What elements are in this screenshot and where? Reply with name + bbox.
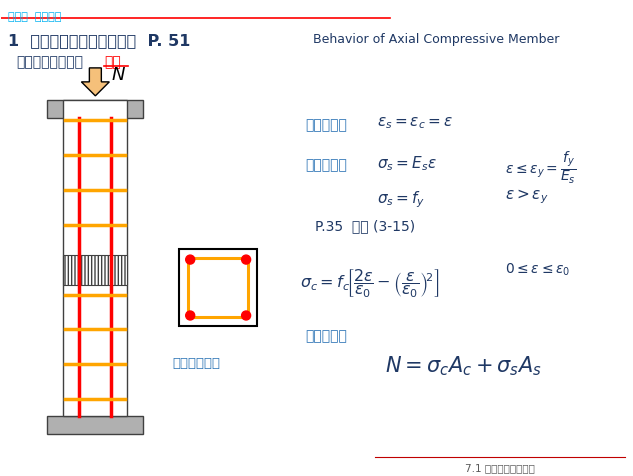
Bar xyxy=(47,416,143,434)
Text: P.35  公式 (3-15): P.35 公式 (3-15) xyxy=(315,219,415,234)
Text: 1  轴心受压构件的受力性能  P. 51: 1 轴心受压构件的受力性能 P. 51 xyxy=(8,33,191,48)
Text: $N$: $N$ xyxy=(111,66,127,84)
Text: $0 \leq \varepsilon \leq \varepsilon_0$: $0 \leq \varepsilon \leq \varepsilon_0$ xyxy=(505,262,570,278)
Text: $N = \sigma_c A_c + \sigma_s A_s$: $N = \sigma_c A_c + \sigma_s A_s$ xyxy=(385,355,542,378)
Circle shape xyxy=(185,311,195,320)
Text: $\sigma_s = f_y$: $\sigma_s = f_y$ xyxy=(377,190,425,210)
Text: 变形条件：: 变形条件： xyxy=(305,118,347,132)
Text: Behavior of Axial Compressive Member: Behavior of Axial Compressive Member xyxy=(313,33,560,46)
Text: 矩形截面轴心受压: 矩形截面轴心受压 xyxy=(16,55,84,69)
Text: 7.1 轴心受压构件概述: 7.1 轴心受压构件概述 xyxy=(465,463,535,473)
Text: 短柱: 短柱 xyxy=(104,55,121,69)
Circle shape xyxy=(185,255,195,264)
Circle shape xyxy=(242,255,251,264)
Text: $\sigma_c = f_c\!\left[\dfrac{2\varepsilon}{\varepsilon_0} - \left(\dfrac{\varep: $\sigma_c = f_c\!\left[\dfrac{2\varepsil… xyxy=(300,268,440,300)
Bar xyxy=(63,100,127,416)
Bar xyxy=(179,248,257,327)
Text: $\varepsilon > \varepsilon_y$: $\varepsilon > \varepsilon_y$ xyxy=(505,188,548,206)
Polygon shape xyxy=(82,68,110,96)
Text: 箍筋的作用？: 箍筋的作用？ xyxy=(172,357,220,370)
Bar xyxy=(188,258,248,317)
Bar xyxy=(47,100,143,118)
Circle shape xyxy=(242,311,251,320)
Bar xyxy=(63,255,127,285)
Text: 第七章  受压构件: 第七章 受压构件 xyxy=(8,12,62,22)
Text: $\varepsilon \leq \varepsilon_y = \dfrac{f_y}{E_s}$: $\varepsilon \leq \varepsilon_y = \dfrac… xyxy=(505,150,576,186)
Text: 平衡条件：: 平衡条件： xyxy=(305,329,347,344)
Text: 物理关系：: 物理关系： xyxy=(305,158,347,172)
Text: $\sigma_s = E_s\varepsilon$: $\sigma_s = E_s\varepsilon$ xyxy=(377,155,437,173)
Text: $\varepsilon_s =\varepsilon_c =\varepsilon$: $\varepsilon_s =\varepsilon_c =\varepsil… xyxy=(377,115,453,130)
